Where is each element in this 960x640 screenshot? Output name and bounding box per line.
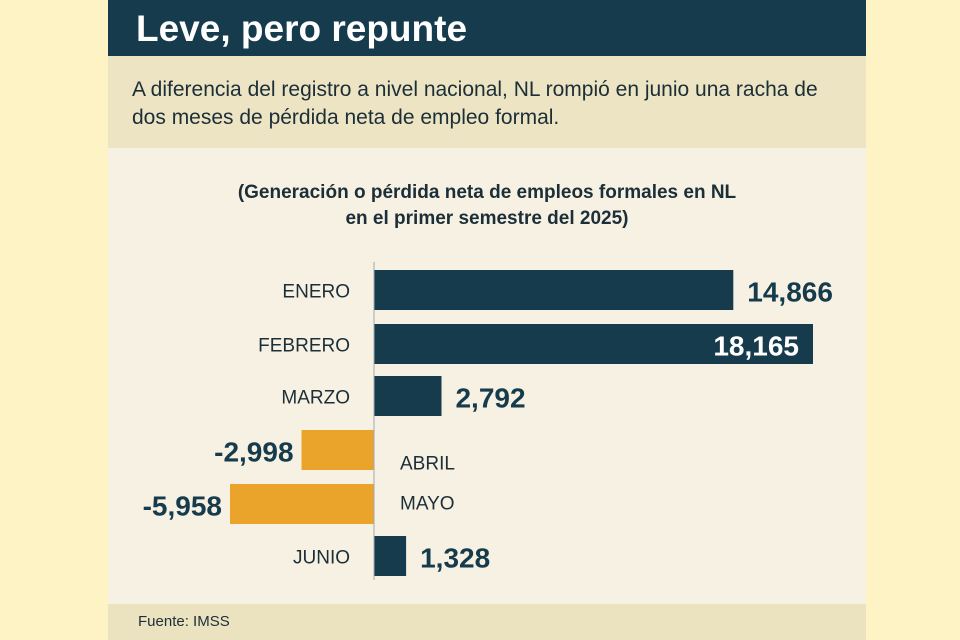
deck-box: A diferencia del registro a nivel nacion… — [108, 56, 866, 148]
category-label-abril: ABRIL — [400, 454, 455, 475]
bar-febrero — [374, 324, 813, 364]
footer-bar: Fuente: IMSS — [108, 604, 866, 640]
value-label-marzo: 2,792 — [455, 383, 525, 414]
source-note: Fuente: IMSS — [138, 613, 230, 630]
category-label-marzo: MARZO — [281, 388, 350, 409]
chart-subtitle-line1: (Generación o pérdida neta de empleos fo… — [237, 182, 737, 203]
header-bar: Leve, pero repunte — [108, 0, 866, 56]
category-label-junio: JUNIO — [293, 548, 350, 569]
bar-mayo — [230, 484, 374, 524]
value-label-abril: -2,998 — [214, 437, 293, 468]
chart-subtitle-line2: en el primer semestre del 2025) — [345, 208, 629, 229]
bar-marzo — [374, 376, 442, 416]
headline: Leve, pero repunte — [136, 8, 468, 49]
bar-junio — [374, 536, 407, 576]
bar-abril — [301, 430, 374, 470]
value-label-mayo: -5,958 — [143, 491, 222, 522]
value-label-junio: 1,328 — [420, 543, 490, 574]
category-label-enero: ENERO — [282, 282, 350, 303]
bar-enero — [374, 270, 734, 310]
value-label-enero: 14,866 — [747, 277, 833, 308]
infographic-panel: Leve, pero repunte A diferencia del regi… — [108, 0, 866, 640]
chart-subtitle: (Generación o pérdida neta de empleos fo… — [108, 180, 866, 232]
value-label-febrero: 18,165 — [713, 331, 799, 362]
category-label-mayo: MAYO — [400, 494, 455, 515]
deck-text: A diferencia del registro a nivel nacion… — [132, 78, 818, 129]
category-label-febrero: FEBRERO — [258, 336, 350, 357]
